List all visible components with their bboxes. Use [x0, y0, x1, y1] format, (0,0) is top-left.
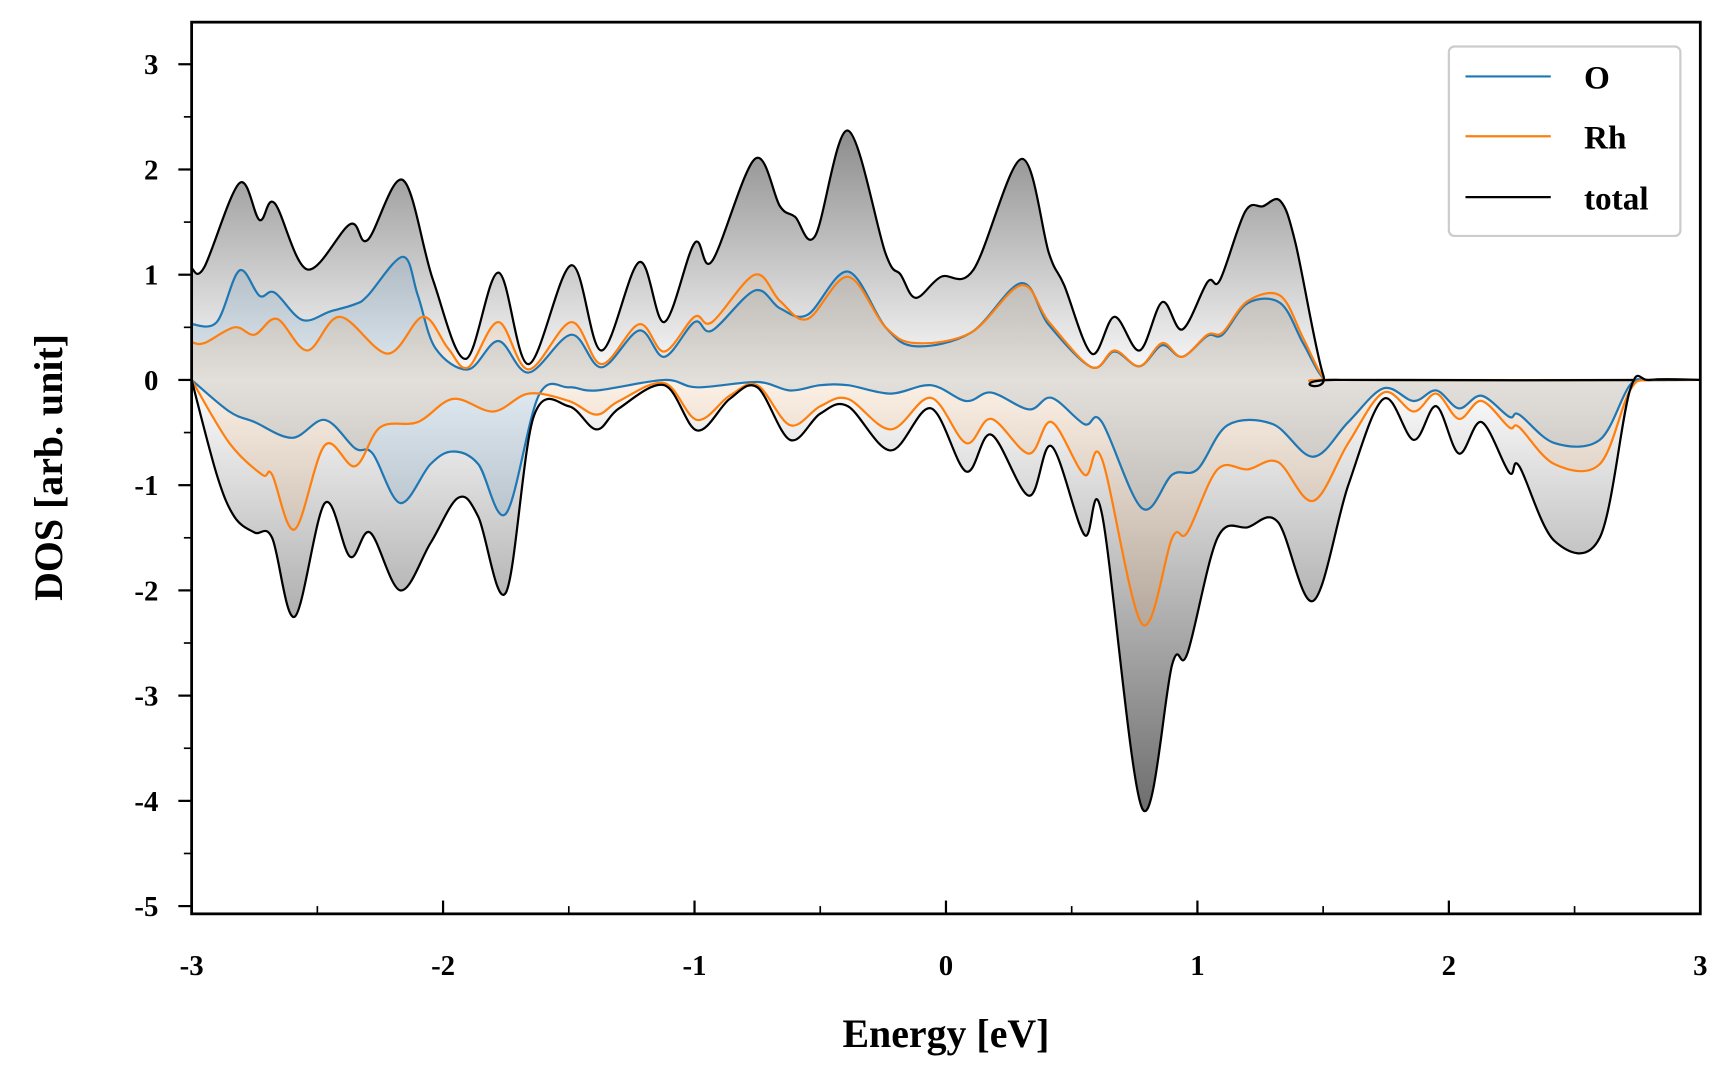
y-tick-label: 3 — [144, 49, 158, 81]
y-tick-label: -5 — [134, 891, 158, 923]
fill-total-down — [191, 375, 1701, 812]
line-rh-down — [190, 378, 1701, 627]
legend: O Rh total — [1447, 45, 1682, 238]
fill-o-up — [191, 256, 1701, 382]
legend-box — [1447, 45, 1682, 238]
y-tick-label: 0 — [144, 365, 158, 397]
x-tick-label: -3 — [180, 950, 204, 982]
x-axis: -3 -2 -1 0 1 2 3 — [180, 900, 1708, 982]
line-total-down — [190, 374, 1701, 813]
y-tick-label: -3 — [134, 681, 158, 713]
fill-rh-down — [191, 379, 1701, 626]
x-tick-label: -1 — [683, 950, 707, 982]
y-axis-label: DOS [arb. unit] — [26, 334, 71, 601]
y-axis: 3 2 1 0 -1 -2 -3 -4 -5 — [134, 49, 192, 923]
x-axis-label: Energy [eV] — [842, 1011, 1049, 1056]
y-tick-label: 2 — [144, 154, 158, 186]
y-tick-label: -2 — [134, 575, 158, 607]
legend-label-o: O — [1584, 60, 1610, 97]
x-tick-label: 2 — [1442, 950, 1456, 982]
line-total-up — [191, 129, 1701, 388]
x-tick-label: -2 — [431, 950, 455, 982]
legend-label-rh: Rh — [1584, 119, 1626, 156]
line-rh-up — [191, 273, 1701, 382]
series-layer — [190, 129, 1701, 813]
y-tick-label: -1 — [134, 470, 158, 502]
y-tick-label: -4 — [134, 786, 158, 818]
x-tick-label: 1 — [1190, 950, 1204, 982]
x-tick-label: 0 — [939, 950, 953, 982]
fill-rh-up — [191, 274, 1701, 381]
fill-o-down — [191, 379, 1701, 516]
line-o-up — [191, 255, 1701, 383]
x-tick-label: 3 — [1693, 950, 1707, 982]
legend-label-total: total — [1584, 180, 1649, 217]
line-o-down — [190, 378, 1701, 517]
y-tick-label: 1 — [144, 260, 158, 292]
